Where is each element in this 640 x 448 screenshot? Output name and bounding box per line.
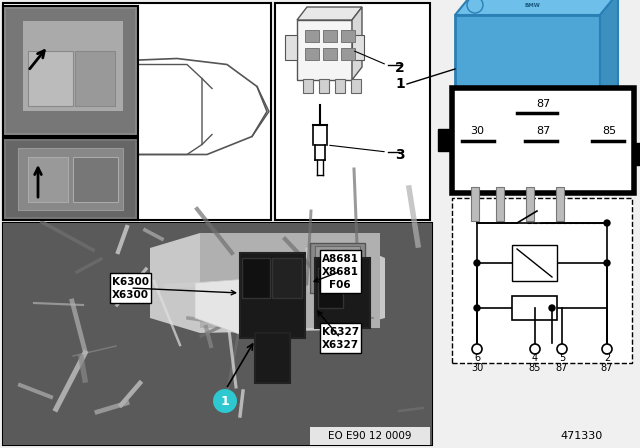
Text: 2: 2 bbox=[604, 353, 610, 363]
Text: X6327: X6327 bbox=[322, 340, 359, 350]
Bar bbox=[303, 79, 313, 93]
Bar bbox=[341, 48, 355, 60]
Bar bbox=[438, 129, 452, 151]
Text: 87: 87 bbox=[556, 363, 568, 373]
Bar bbox=[110, 273, 150, 303]
Bar bbox=[319, 79, 329, 93]
Polygon shape bbox=[150, 233, 385, 333]
Circle shape bbox=[474, 305, 480, 311]
Bar bbox=[352, 35, 364, 60]
Text: X8681: X8681 bbox=[322, 267, 359, 277]
Bar bbox=[200, 233, 380, 328]
Bar bbox=[3, 3, 271, 220]
Bar bbox=[305, 30, 319, 42]
Bar bbox=[28, 51, 73, 106]
Bar bbox=[315, 246, 360, 291]
Text: 471330: 471330 bbox=[561, 431, 603, 441]
Bar bbox=[341, 30, 355, 42]
Text: X6300: X6300 bbox=[112, 290, 148, 300]
Bar bbox=[3, 138, 138, 220]
Circle shape bbox=[604, 220, 610, 226]
Circle shape bbox=[530, 344, 540, 354]
Bar bbox=[3, 6, 138, 136]
Text: 30: 30 bbox=[470, 125, 484, 135]
Bar bbox=[315, 258, 370, 328]
Polygon shape bbox=[195, 278, 285, 340]
Text: K6327: K6327 bbox=[322, 327, 359, 337]
Bar bbox=[6, 9, 135, 133]
Bar bbox=[73, 157, 118, 202]
Text: 87: 87 bbox=[601, 363, 613, 373]
Bar bbox=[452, 198, 632, 363]
Polygon shape bbox=[352, 7, 362, 80]
Text: 1: 1 bbox=[221, 395, 229, 408]
Bar bbox=[240, 253, 305, 338]
Circle shape bbox=[557, 344, 567, 354]
Bar bbox=[23, 21, 123, 111]
Bar bbox=[18, 148, 123, 210]
Bar bbox=[310, 243, 365, 293]
Polygon shape bbox=[600, 0, 618, 153]
Bar bbox=[275, 3, 430, 220]
Circle shape bbox=[73, 100, 81, 108]
Text: 3: 3 bbox=[395, 148, 405, 162]
Polygon shape bbox=[297, 7, 362, 20]
Circle shape bbox=[213, 389, 237, 413]
Text: EO E90 12 0009: EO E90 12 0009 bbox=[328, 431, 412, 441]
Bar bbox=[512, 296, 557, 320]
Bar bbox=[318, 268, 343, 308]
Bar bbox=[28, 157, 68, 202]
Bar bbox=[335, 79, 345, 93]
Bar bbox=[526, 187, 534, 221]
Bar bbox=[242, 258, 270, 298]
Bar bbox=[272, 258, 302, 298]
Text: 85: 85 bbox=[602, 125, 616, 135]
Text: 2: 2 bbox=[395, 61, 405, 75]
Bar bbox=[305, 48, 319, 60]
Circle shape bbox=[602, 344, 612, 354]
Bar bbox=[3, 223, 432, 445]
Text: 30: 30 bbox=[471, 363, 483, 373]
Circle shape bbox=[474, 260, 480, 266]
Bar bbox=[75, 51, 115, 106]
Bar bbox=[310, 427, 430, 445]
Text: 6: 6 bbox=[474, 353, 480, 363]
Bar bbox=[285, 35, 297, 60]
Text: 87: 87 bbox=[536, 125, 550, 135]
Circle shape bbox=[549, 305, 555, 311]
Bar bbox=[320, 323, 360, 353]
Bar bbox=[634, 143, 640, 165]
Bar bbox=[6, 141, 135, 217]
Bar bbox=[512, 245, 557, 281]
Text: 1: 1 bbox=[98, 105, 106, 118]
Circle shape bbox=[604, 260, 610, 266]
Text: 5: 5 bbox=[559, 353, 565, 363]
Text: F06: F06 bbox=[330, 280, 351, 290]
Bar bbox=[351, 79, 361, 93]
Text: A8681: A8681 bbox=[322, 254, 359, 264]
Bar bbox=[255, 333, 290, 383]
Bar bbox=[452, 88, 634, 193]
Bar bbox=[323, 48, 337, 60]
Polygon shape bbox=[455, 0, 618, 15]
Text: 1: 1 bbox=[395, 77, 405, 91]
Bar bbox=[496, 187, 504, 221]
Text: K6300: K6300 bbox=[112, 277, 148, 287]
Circle shape bbox=[89, 99, 115, 125]
Bar bbox=[471, 187, 479, 221]
Text: 85: 85 bbox=[529, 363, 541, 373]
Bar bbox=[455, 15, 600, 153]
Text: 4: 4 bbox=[532, 353, 538, 363]
Text: 87: 87 bbox=[536, 99, 550, 109]
Bar bbox=[320, 250, 360, 293]
Bar bbox=[323, 30, 337, 42]
Bar bbox=[3, 223, 432, 445]
Bar bbox=[460, 150, 595, 188]
Bar bbox=[556, 187, 564, 221]
Bar bbox=[297, 20, 352, 80]
Text: BMW: BMW bbox=[525, 3, 540, 8]
Circle shape bbox=[472, 344, 482, 354]
